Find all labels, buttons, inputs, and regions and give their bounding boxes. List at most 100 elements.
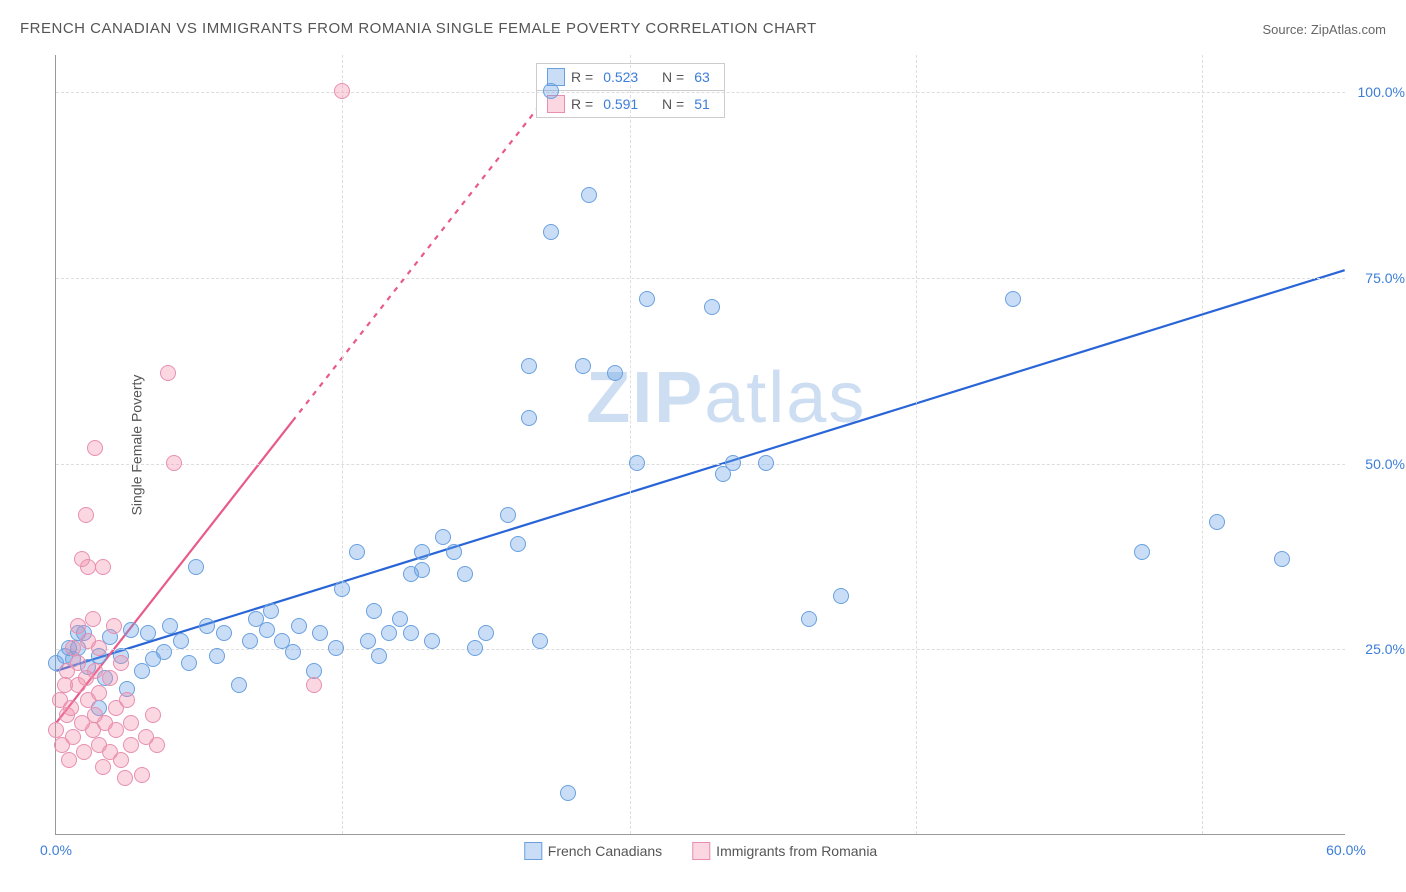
scatter-point bbox=[119, 692, 135, 708]
scatter-point bbox=[156, 644, 172, 660]
n-value: 51 bbox=[694, 96, 710, 112]
scatter-point bbox=[70, 655, 86, 671]
scatter-point bbox=[532, 633, 548, 649]
scatter-point bbox=[543, 83, 559, 99]
gridline-v bbox=[342, 55, 343, 834]
scatter-point bbox=[145, 707, 161, 723]
scatter-point bbox=[123, 622, 139, 638]
scatter-point bbox=[639, 291, 655, 307]
scatter-point bbox=[560, 785, 576, 801]
n-label: N = bbox=[662, 96, 684, 112]
scatter-point bbox=[65, 729, 81, 745]
legend-bottom: French Canadians Immigrants from Romania bbox=[524, 842, 877, 860]
gridline-h bbox=[56, 278, 1345, 279]
scatter-point bbox=[149, 737, 165, 753]
scatter-point bbox=[140, 625, 156, 641]
scatter-point bbox=[435, 529, 451, 545]
scatter-point bbox=[575, 358, 591, 374]
scatter-point bbox=[725, 455, 741, 471]
y-tick-label: 50.0% bbox=[1365, 456, 1405, 472]
scatter-point bbox=[833, 588, 849, 604]
scatter-point bbox=[113, 655, 129, 671]
scatter-point bbox=[106, 618, 122, 634]
scatter-point bbox=[334, 581, 350, 597]
scatter-point bbox=[801, 611, 817, 627]
gridline-v bbox=[1202, 55, 1203, 834]
scatter-point bbox=[758, 455, 774, 471]
scatter-point bbox=[95, 559, 111, 575]
scatter-point bbox=[312, 625, 328, 641]
scatter-point bbox=[1274, 551, 1290, 567]
scatter-point bbox=[91, 685, 107, 701]
n-value: 63 bbox=[694, 69, 710, 85]
scatter-point bbox=[216, 625, 232, 641]
scatter-point bbox=[392, 611, 408, 627]
scatter-point bbox=[306, 677, 322, 693]
scatter-point bbox=[510, 536, 526, 552]
scatter-point bbox=[1209, 514, 1225, 530]
r-value: 0.523 bbox=[603, 69, 638, 85]
scatter-point bbox=[181, 655, 197, 671]
y-tick-label: 75.0% bbox=[1365, 270, 1405, 286]
watermark: ZIPatlas bbox=[586, 357, 866, 439]
scatter-point bbox=[381, 625, 397, 641]
n-label: N = bbox=[662, 69, 684, 85]
scatter-point bbox=[349, 544, 365, 560]
gridline-v bbox=[630, 55, 631, 834]
scatter-point bbox=[231, 677, 247, 693]
scatter-point bbox=[173, 633, 189, 649]
legend-label: Immigrants from Romania bbox=[716, 843, 877, 859]
scatter-point bbox=[543, 224, 559, 240]
x-tick-label: 60.0% bbox=[1326, 842, 1366, 858]
scatter-point bbox=[263, 603, 279, 619]
y-tick-label: 25.0% bbox=[1365, 641, 1405, 657]
scatter-point bbox=[123, 737, 139, 753]
scatter-point bbox=[1134, 544, 1150, 560]
scatter-point bbox=[360, 633, 376, 649]
scatter-point bbox=[209, 648, 225, 664]
scatter-point bbox=[87, 440, 103, 456]
scatter-point bbox=[117, 770, 133, 786]
scatter-point bbox=[581, 187, 597, 203]
scatter-point bbox=[285, 644, 301, 660]
scatter-point bbox=[306, 663, 322, 679]
legend-item: French Canadians bbox=[524, 842, 662, 860]
scatter-point bbox=[414, 562, 430, 578]
scatter-point bbox=[123, 715, 139, 731]
scatter-point bbox=[91, 640, 107, 656]
scatter-point bbox=[188, 559, 204, 575]
scatter-point bbox=[478, 625, 494, 641]
scatter-point bbox=[328, 640, 344, 656]
scatter-point bbox=[403, 625, 419, 641]
scatter-point bbox=[446, 544, 462, 560]
scatter-point bbox=[63, 700, 79, 716]
trend-lines-layer bbox=[56, 55, 1345, 834]
scatter-point bbox=[704, 299, 720, 315]
scatter-point bbox=[166, 455, 182, 471]
chart-title: FRENCH CANADIAN VS IMMIGRANTS FROM ROMAN… bbox=[20, 20, 817, 37]
y-tick-label: 100.0% bbox=[1358, 84, 1405, 100]
scatter-point bbox=[467, 640, 483, 656]
scatter-point bbox=[521, 410, 537, 426]
scatter-point bbox=[414, 544, 430, 560]
scatter-point bbox=[61, 752, 77, 768]
scatter-point bbox=[366, 603, 382, 619]
gridline-h bbox=[56, 649, 1345, 650]
legend-item: Immigrants from Romania bbox=[692, 842, 877, 860]
r-label: R = bbox=[571, 96, 593, 112]
scatter-point bbox=[162, 618, 178, 634]
scatter-point bbox=[242, 633, 258, 649]
scatter-point bbox=[102, 670, 118, 686]
scatter-point bbox=[80, 559, 96, 575]
scatter-point bbox=[500, 507, 516, 523]
scatter-point bbox=[371, 648, 387, 664]
gridline-v bbox=[916, 55, 917, 834]
source-attribution: Source: ZipAtlas.com bbox=[1262, 22, 1386, 37]
scatter-point bbox=[1005, 291, 1021, 307]
scatter-point bbox=[48, 722, 64, 738]
plot-area: Single Female Poverty ZIPatlas R =0.523 … bbox=[55, 55, 1345, 835]
scatter-point bbox=[160, 365, 176, 381]
scatter-point bbox=[334, 83, 350, 99]
scatter-point bbox=[65, 640, 81, 656]
y-axis-label: Single Female Poverty bbox=[128, 374, 144, 515]
